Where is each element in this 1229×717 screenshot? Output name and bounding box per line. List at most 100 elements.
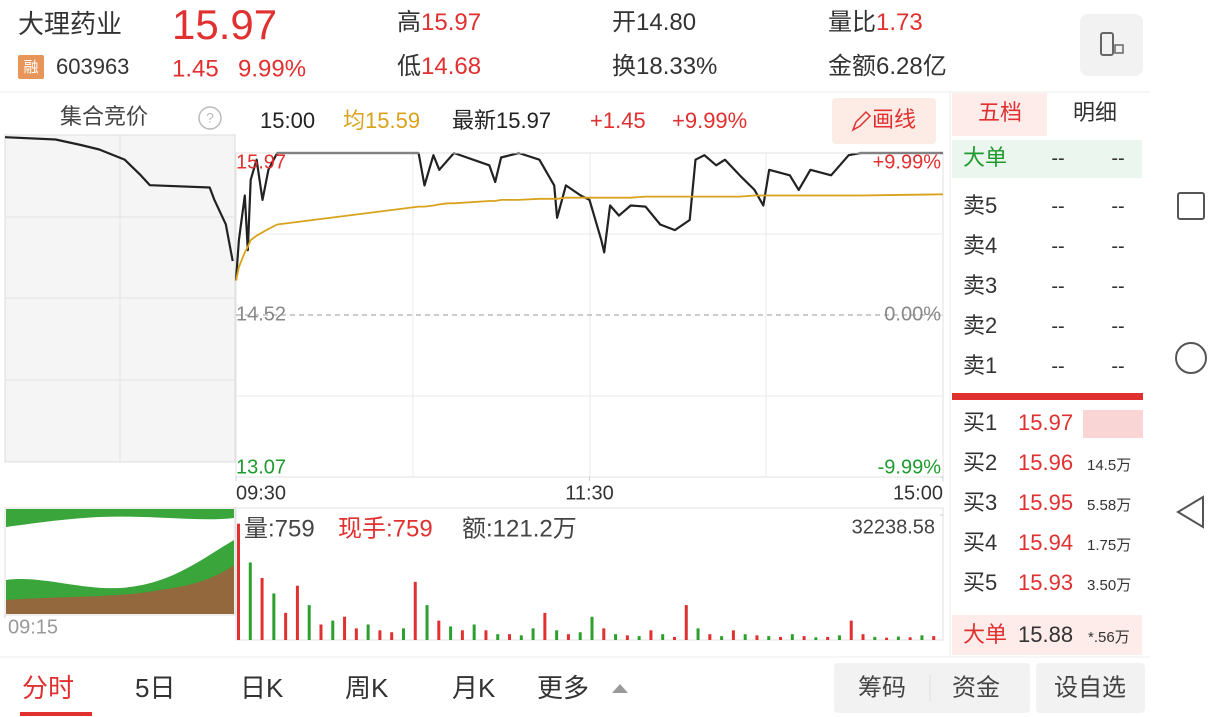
volume-bar bbox=[508, 634, 512, 640]
stat-value: 14.68 bbox=[421, 53, 481, 80]
volume-bar bbox=[755, 635, 759, 640]
draw-line: 画线 bbox=[872, 107, 916, 132]
tab[interactable]: 五档 bbox=[952, 93, 1047, 136]
y-tick-label: 14.52 bbox=[236, 303, 286, 325]
stat-label: 低 bbox=[397, 53, 421, 80]
badge-bg bbox=[18, 55, 44, 79]
volume-bar bbox=[908, 637, 912, 640]
tab[interactable]: 日K bbox=[240, 673, 284, 703]
current-volume: 现手:759 bbox=[338, 515, 433, 542]
stock-code: 603963 bbox=[56, 54, 129, 79]
book-price: -- bbox=[1051, 275, 1064, 297]
book-volume: 5.58万 bbox=[1087, 497, 1131, 514]
volume-bar bbox=[849, 620, 853, 640]
button[interactable]: 设自选 bbox=[1054, 674, 1126, 701]
order-book: 卖5----卖4----卖3----卖2----卖1----买115.97878… bbox=[963, 193, 1131, 595]
stat: 开14.80 bbox=[612, 9, 696, 36]
volume-bar bbox=[720, 636, 724, 640]
rotate-button[interactable] bbox=[1080, 14, 1143, 76]
time: 15:00 bbox=[260, 108, 315, 133]
volume-bar bbox=[566, 634, 570, 640]
tab[interactable]: 周K bbox=[345, 673, 389, 703]
back-button[interactable] bbox=[1176, 495, 1204, 529]
stat-label: 换 bbox=[612, 53, 636, 80]
book-label: 买4 bbox=[963, 530, 997, 555]
amount: 额:121.2万 bbox=[462, 515, 577, 542]
tab[interactable]: 5日 bbox=[135, 673, 175, 703]
volume-bar bbox=[649, 630, 653, 640]
recents-button[interactable] bbox=[1177, 192, 1205, 220]
phone-icon bbox=[1114, 44, 1124, 54]
stat-label: 金额 bbox=[828, 53, 876, 80]
volume-bar bbox=[460, 630, 464, 640]
volume-bar bbox=[614, 634, 618, 640]
volume-bar bbox=[543, 612, 547, 640]
draw-line-button[interactable]: 画线 bbox=[832, 98, 936, 144]
button-bg bbox=[834, 663, 1030, 713]
stat-value: 6.28亿 bbox=[876, 53, 947, 80]
book-volume: 1.75万 bbox=[1087, 537, 1131, 554]
button[interactable]: 资金 bbox=[952, 674, 1000, 701]
auction-volume-shape bbox=[6, 565, 234, 614]
volume-bar bbox=[684, 605, 688, 640]
badge: 融 bbox=[23, 59, 38, 76]
book-price: -- bbox=[1051, 195, 1064, 217]
stat-label: 量比 bbox=[828, 9, 876, 36]
price-line bbox=[4, 136, 234, 262]
book-price: 15.94 bbox=[1018, 530, 1073, 555]
tab-label[interactable]: 明细 bbox=[1073, 100, 1117, 125]
tab[interactable]: 月K bbox=[452, 673, 496, 703]
help-icon[interactable] bbox=[198, 106, 222, 130]
change: 1.45 bbox=[172, 55, 219, 82]
volume-frame bbox=[235, 507, 944, 641]
y-tick-label: 15.97 bbox=[236, 151, 286, 173]
volume-bar bbox=[413, 581, 417, 640]
volume-bar bbox=[920, 635, 924, 640]
volume-bar bbox=[873, 636, 877, 640]
volume-bar bbox=[790, 634, 794, 640]
stat: 换18.33% bbox=[612, 53, 717, 80]
tab[interactable]: 更多 bbox=[537, 673, 589, 703]
button[interactable]: 筹码 bbox=[858, 674, 906, 701]
stock-price: 15.97 bbox=[172, 1, 277, 48]
book-volume: -- bbox=[1111, 275, 1124, 297]
volume-bar bbox=[661, 634, 665, 640]
book-volume: -- bbox=[1111, 355, 1124, 377]
volume-bar bbox=[343, 616, 347, 640]
volume-bar bbox=[779, 636, 783, 640]
volume-bar bbox=[272, 593, 276, 640]
highlight bbox=[1083, 410, 1143, 438]
book-label: 卖3 bbox=[963, 273, 997, 298]
x-tick-label: 11:30 bbox=[565, 482, 614, 504]
volume-bar bbox=[437, 620, 441, 640]
book-label: 买1 bbox=[963, 410, 997, 435]
volume-bar bbox=[625, 635, 629, 640]
book-label: 卖2 bbox=[963, 313, 997, 338]
book-volume: -- bbox=[1111, 235, 1124, 257]
stat-value: 14.80 bbox=[636, 9, 696, 36]
volume-bar bbox=[354, 628, 358, 640]
home-button[interactable] bbox=[1175, 342, 1207, 374]
pencil-icon bbox=[851, 110, 872, 132]
volume-bar bbox=[237, 523, 240, 640]
volume-bar bbox=[555, 630, 559, 640]
book-price: -- bbox=[1051, 315, 1064, 337]
price-line bbox=[235, 193, 944, 281]
volume-bar bbox=[672, 636, 676, 640]
volume-bar bbox=[696, 628, 700, 640]
big-order-label: 大单 bbox=[963, 622, 1007, 647]
tab[interactable]: 分时 bbox=[22, 673, 74, 703]
book-price: -- bbox=[1051, 235, 1064, 257]
auction-volume-shape bbox=[6, 509, 234, 527]
volume-bar bbox=[602, 628, 606, 640]
volume-bar bbox=[767, 636, 771, 640]
y2-tick-label: 0.00% bbox=[884, 303, 941, 325]
help: ? bbox=[206, 110, 214, 126]
big-order-price: 15.88 bbox=[1018, 622, 1073, 647]
stat: 低14.68 bbox=[397, 53, 481, 80]
volume-bar bbox=[885, 637, 889, 640]
change-pct: +9.99% bbox=[672, 108, 747, 133]
volume-bar bbox=[802, 636, 806, 640]
tab-label: 五档 bbox=[978, 100, 1022, 125]
